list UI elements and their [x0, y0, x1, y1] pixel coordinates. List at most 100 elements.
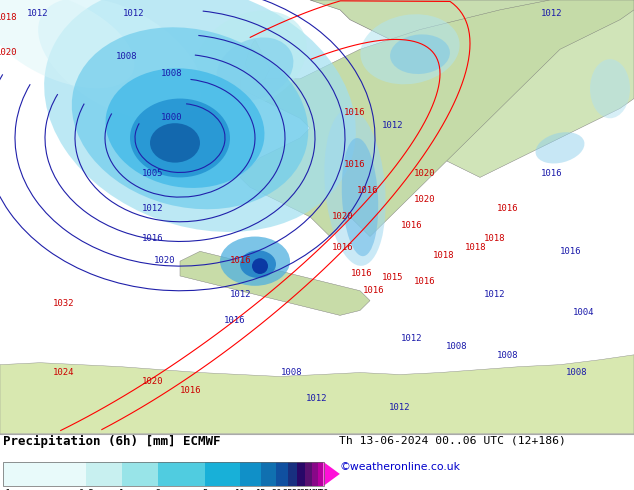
Ellipse shape: [38, 0, 202, 121]
Text: 25: 25: [282, 489, 293, 490]
Ellipse shape: [590, 59, 630, 118]
Text: 1012: 1012: [541, 8, 562, 18]
Ellipse shape: [105, 68, 264, 188]
Text: 1008: 1008: [446, 343, 467, 351]
Text: 1020: 1020: [414, 195, 436, 204]
Text: 1018: 1018: [484, 234, 505, 243]
Text: ©weatheronline.co.uk: ©weatheronline.co.uk: [339, 462, 460, 472]
Text: 1008: 1008: [160, 69, 182, 78]
Text: 1012: 1012: [401, 334, 423, 343]
Bar: [3, 462, 86, 486]
Text: 1: 1: [119, 489, 124, 490]
Text: 1016: 1016: [357, 186, 378, 196]
Polygon shape: [180, 251, 370, 316]
Text: 5: 5: [202, 489, 207, 490]
Ellipse shape: [193, 11, 307, 108]
Bar: [261, 462, 276, 486]
Text: 1024: 1024: [53, 368, 74, 377]
Text: 1018: 1018: [433, 251, 455, 260]
Text: 1012: 1012: [27, 8, 49, 18]
Polygon shape: [245, 39, 270, 84]
Bar: [318, 462, 323, 486]
Text: Th 13-06-2024 00..06 UTC (12+186): Th 13-06-2024 00..06 UTC (12+186): [339, 435, 566, 445]
Text: 1008: 1008: [566, 368, 588, 377]
Text: 1032: 1032: [53, 299, 74, 308]
Text: 1012: 1012: [484, 291, 505, 299]
Text: 1016: 1016: [141, 234, 163, 243]
Text: 30: 30: [292, 489, 302, 490]
Text: 1018: 1018: [0, 13, 17, 22]
Polygon shape: [310, 0, 550, 89]
Ellipse shape: [325, 109, 385, 266]
Ellipse shape: [220, 237, 290, 286]
Text: 1016: 1016: [363, 286, 385, 295]
Ellipse shape: [44, 0, 356, 232]
Text: 1016: 1016: [179, 386, 201, 395]
Text: 1016: 1016: [351, 269, 372, 278]
Bar: [240, 462, 261, 486]
Ellipse shape: [390, 34, 450, 74]
Text: 2: 2: [155, 489, 160, 490]
Text: 1008: 1008: [116, 52, 138, 61]
Text: 1005: 1005: [141, 169, 163, 178]
Text: Precipitation (6h) [mm] ECMWF: Precipitation (6h) [mm] ECMWF: [3, 435, 221, 448]
Text: 20: 20: [271, 489, 281, 490]
Ellipse shape: [217, 37, 294, 100]
Text: 1012: 1012: [141, 204, 163, 213]
Ellipse shape: [72, 27, 308, 209]
Ellipse shape: [240, 250, 276, 278]
Text: 1020: 1020: [141, 377, 163, 386]
Text: 0.5: 0.5: [78, 489, 94, 490]
Bar: [305, 462, 312, 486]
Text: 1015: 1015: [382, 273, 404, 282]
Polygon shape: [330, 0, 634, 177]
Text: 10: 10: [235, 489, 245, 490]
Text: 1016: 1016: [332, 243, 353, 252]
Polygon shape: [323, 462, 340, 486]
Text: 1012: 1012: [382, 121, 404, 130]
Bar: [157, 462, 205, 486]
Text: 1016: 1016: [224, 317, 245, 325]
Text: 1016: 1016: [414, 277, 436, 286]
Bar: [288, 462, 297, 486]
Text: 1020: 1020: [0, 48, 17, 56]
Text: 1016: 1016: [560, 247, 581, 256]
Text: 1016: 1016: [344, 160, 366, 169]
Text: 1016: 1016: [496, 204, 518, 213]
Ellipse shape: [536, 132, 585, 164]
Bar: [86, 462, 122, 486]
Text: 1020: 1020: [414, 169, 436, 178]
Text: 15: 15: [256, 489, 266, 490]
Text: 1020: 1020: [154, 256, 176, 265]
Bar: [3, 462, 324, 486]
Text: 1018: 1018: [465, 243, 486, 252]
Bar: [205, 462, 240, 486]
Ellipse shape: [150, 123, 200, 163]
Ellipse shape: [360, 14, 460, 84]
Bar: [312, 462, 318, 486]
Text: 50: 50: [318, 489, 328, 490]
Text: 1012: 1012: [230, 291, 252, 299]
Text: 1016: 1016: [541, 169, 562, 178]
Ellipse shape: [130, 98, 230, 177]
Text: 1012: 1012: [306, 394, 328, 403]
Polygon shape: [0, 355, 634, 434]
Text: 1000: 1000: [160, 113, 182, 122]
Text: 45: 45: [313, 489, 323, 490]
Text: 1012: 1012: [389, 403, 410, 412]
Bar: [297, 462, 305, 486]
Text: 1004: 1004: [573, 308, 594, 317]
Text: 1020: 1020: [332, 212, 353, 221]
Text: 0.1: 0.1: [0, 489, 11, 490]
Ellipse shape: [0, 0, 134, 88]
Bar: [122, 462, 157, 486]
Ellipse shape: [342, 138, 378, 256]
Text: 1008: 1008: [496, 351, 518, 360]
Polygon shape: [240, 0, 634, 237]
Ellipse shape: [252, 258, 268, 274]
Text: 1012: 1012: [122, 8, 144, 18]
Text: 1016: 1016: [401, 221, 423, 230]
Text: 1008: 1008: [281, 368, 302, 377]
Text: 1016: 1016: [230, 256, 252, 265]
Text: 1016: 1016: [344, 108, 366, 117]
